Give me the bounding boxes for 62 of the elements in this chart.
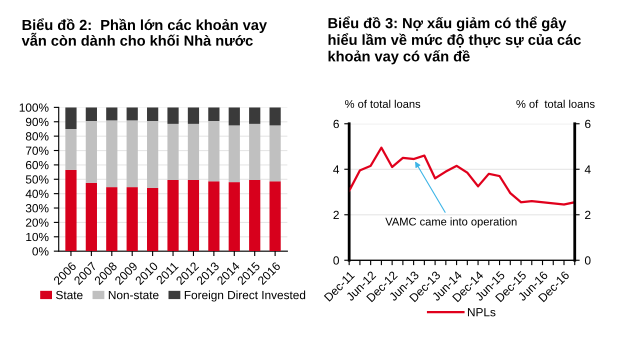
- bar: [188, 107, 200, 124]
- bar: [167, 180, 179, 252]
- bar: [249, 107, 260, 124]
- bar: [65, 128, 77, 170]
- chart-title: Biểu đồ 2: Phần lớn các khoản vay vẫn còn dành cho khối Nhà nước: [22, 18, 267, 46]
- legend-label: Non-state: [108, 290, 159, 300]
- bar: [208, 107, 220, 122]
- y-tick-label: 100%: [20, 103, 49, 112]
- bar: [126, 107, 138, 120]
- bar: [147, 188, 158, 252]
- bar: [208, 121, 220, 182]
- y-tick-label: 70%: [26, 146, 49, 155]
- bar: [228, 107, 240, 126]
- bar: [167, 107, 179, 124]
- y-tick-label: 0%: [32, 247, 49, 256]
- y-tick-label: 20%: [26, 218, 49, 227]
- bar: [188, 180, 200, 252]
- bar: [270, 125, 281, 182]
- bar: [270, 181, 281, 252]
- bar: [188, 124, 200, 180]
- bar: [208, 181, 220, 252]
- y-tick-label: 80%: [26, 132, 49, 141]
- y-tick-label: 4: [333, 165, 340, 174]
- chart-title: Biểu đồ 3: Nợ xấu giảm có thể gây hiểu lầm về mức độ thực sự của các khoản vay có vấn đề: [328, 16, 581, 64]
- bar: [147, 107, 158, 122]
- legend-label: Foreign Direct Invested: [184, 290, 306, 302]
- bar: [228, 125, 240, 182]
- annotation: VAMC came into operation: [385, 217, 516, 228]
- legend-label: NPLs: [468, 308, 496, 316]
- bar: [65, 107, 77, 129]
- bar: [106, 120, 118, 188]
- bar: [86, 182, 97, 252]
- bar: [147, 121, 158, 188]
- bar: [249, 124, 260, 180]
- y-axis-title: % of total loans: [345, 100, 420, 108]
- bar: [106, 187, 118, 252]
- y-tick-label: 30%: [26, 204, 49, 212]
- y-tick-label: 40%: [26, 190, 49, 198]
- y-tick-label: 50%: [26, 175, 49, 184]
- y-tick-label: 2: [333, 210, 339, 220]
- bar: [270, 107, 281, 126]
- bar: [106, 107, 118, 120]
- bar: [86, 121, 97, 183]
- y2-tick-label: 6: [585, 120, 591, 128]
- line-series: [349, 146, 575, 206]
- legend-label: State: [56, 290, 83, 300]
- y2-tick-label: 0: [584, 256, 591, 265]
- bar: [86, 107, 97, 122]
- y-tick-label: 6: [333, 120, 339, 128]
- y2-tick-label: 2: [585, 210, 590, 220]
- bar: [228, 182, 240, 252]
- bar: [126, 187, 138, 252]
- bar: [65, 170, 77, 252]
- bar: [126, 120, 138, 188]
- y2-tick-label: 4: [584, 165, 591, 174]
- y-tick-label: 10%: [26, 232, 49, 242]
- y-tick-label: 0: [333, 256, 339, 265]
- bar: [167, 124, 179, 180]
- y-tick-label: 60%: [26, 160, 49, 170]
- bar: [249, 180, 260, 252]
- y-tick-label: 90%: [26, 118, 49, 126]
- y2-axis-title: % of total loans: [516, 100, 595, 108]
